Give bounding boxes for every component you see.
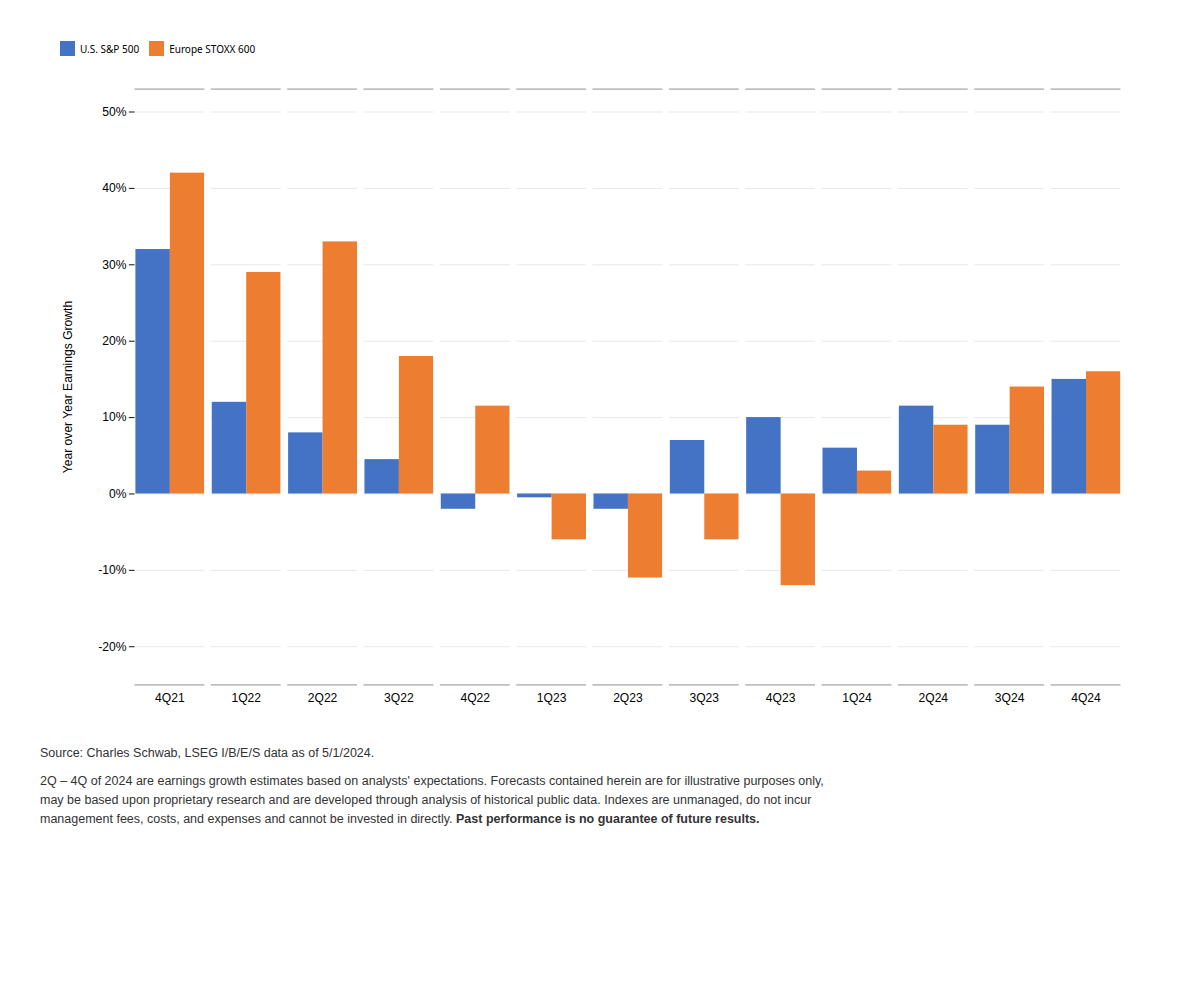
html-text:management fees, costs, and ex: management fees, costs, and expenses and… [40, 812, 760, 826]
svg-text:2Q23: 2Q23 [613, 691, 643, 705]
svg-text:4Q23: 4Q23 [766, 691, 796, 705]
svg-text:1Q24: 1Q24 [842, 691, 872, 705]
html-text:2Q – 4Q of 2024 are earnings g: 2Q – 4Q of 2024 are earnings growth esti… [40, 774, 824, 789]
html-text:Source: Charles Schwab, LSEG I: Source: Charles Schwab, LSEG I/B/E/S dat… [40, 745, 375, 760]
svg-text:3Q24: 3Q24 [995, 691, 1025, 705]
svg-text:-10%: -10% [98, 563, 126, 577]
svg-text:20%: 20% [102, 334, 126, 348]
svg-text:0%: 0% [109, 487, 127, 501]
svg-text:2Q22: 2Q22 [308, 691, 338, 705]
svg-text:3Q23: 3Q23 [689, 691, 719, 705]
svg-text:3Q22: 3Q22 [384, 691, 414, 705]
svg-text:1Q22: 1Q22 [231, 691, 261, 705]
svg-text:10%: 10% [102, 410, 126, 424]
svg-text:1Q23: 1Q23 [537, 691, 567, 705]
svg-text:50%: 50% [102, 105, 126, 119]
svg-text:4Q21: 4Q21 [155, 691, 185, 705]
html-text:U.S. S&P 500: U.S. S&P 500 [80, 41, 140, 56]
svg-text:30%: 30% [102, 258, 126, 272]
svg-text:-20%: -20% [98, 640, 126, 654]
html-text:Europe STOXX 600: Europe STOXX 600 [169, 41, 256, 56]
svg-text:2Q24: 2Q24 [919, 691, 949, 705]
html-text:may be based upon proprietary: may be based upon proprietary research a… [40, 793, 812, 808]
svg-text:4Q24: 4Q24 [1071, 691, 1101, 705]
svg-text:Year over Year Earnings Growth: Year over Year Earnings Growth [61, 301, 75, 473]
svg-text:40%: 40% [102, 181, 126, 195]
svg-text:4Q22: 4Q22 [460, 691, 490, 705]
